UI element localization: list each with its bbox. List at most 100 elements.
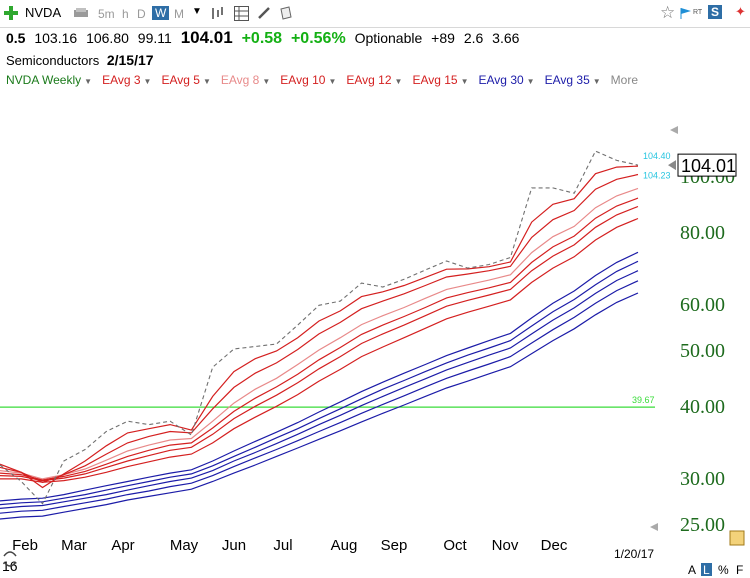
chevron-down-icon: ▼ — [143, 77, 152, 86]
quote-extra2: 2.6 — [463, 30, 484, 46]
scale-pct-toggle[interactable]: % — [718, 563, 729, 577]
scale-l-toggle[interactable]: L — [703, 563, 710, 577]
notes-icon[interactable] — [279, 6, 293, 20]
chevron-down-icon: ▼ — [592, 77, 601, 86]
quote-last: 104.01 — [180, 28, 233, 47]
study-label: NVDA Weekly — [6, 73, 82, 87]
quote-low: 99.11 — [137, 30, 172, 46]
quote-open: 103.16 — [34, 30, 78, 46]
x-tick-label: May — [170, 537, 199, 554]
chevron-down-icon: ▼ — [394, 77, 403, 86]
x-tick-label: Dec — [541, 537, 568, 554]
study-label: EAvg 30 — [478, 73, 524, 87]
sector-name: Semiconductors — [6, 53, 100, 68]
study-item-eavg-10[interactable]: EAvg 10 ▼ — [280, 73, 336, 87]
scale-log-toggle-bg[interactable] — [701, 563, 712, 576]
study-label: EAvg 10 — [280, 73, 326, 87]
series-line-5 — [0, 217, 639, 483]
toolbar: NVDA 5m h D W M ▼ ☆ RT S ✦ — [0, 0, 750, 28]
scroll-up-icon[interactable] — [670, 126, 678, 134]
interval-d[interactable]: D — [137, 7, 146, 21]
series-line-7 — [0, 260, 639, 506]
x-tick-label: Nov — [492, 537, 519, 554]
add-symbol-icon[interactable] — [4, 6, 18, 20]
chevron-down-icon: ▼ — [460, 77, 469, 86]
quote-prev-change: 0.5 — [6, 30, 26, 46]
s-badge-icon[interactable]: S — [708, 5, 723, 19]
quote-change: +0.58 — [241, 30, 283, 47]
study-label: EAvg 5 — [161, 73, 200, 87]
study-label: More — [610, 73, 639, 87]
edit-note-icon[interactable] — [729, 530, 745, 546]
sector-row: Semiconductors 2/15/17 — [6, 52, 154, 68]
y-tick-label: 40.00 — [680, 396, 725, 418]
chevron-down-icon: ▼ — [328, 77, 337, 86]
study-label: EAvg 35 — [544, 73, 590, 87]
study-item-nvda-weekly[interactable]: NVDA Weekly ▼ — [6, 73, 92, 87]
date-label: 1/20/17 — [614, 547, 654, 561]
series-line-8 — [0, 270, 639, 509]
x-tick-label: Sep — [381, 537, 408, 554]
lower-tag-label: 104.23 — [643, 171, 671, 181]
last-price-label: 104.01 — [681, 156, 736, 176]
y-tick-label: 30.00 — [680, 468, 725, 490]
series-line-1 — [0, 173, 639, 483]
chevron-down-icon: ▼ — [202, 77, 211, 86]
series-line-10 — [0, 292, 639, 520]
interval-h[interactable]: h — [122, 7, 129, 21]
quote-high: 106.80 — [86, 30, 129, 46]
interval-dropdown-icon[interactable]: ▼ — [192, 6, 202, 17]
support-line-label: 39.67 — [632, 395, 655, 405]
alert-flag-icon[interactable] — [680, 7, 692, 19]
quote-change-pct: +0.56% — [290, 30, 346, 47]
chart-type-icon[interactable] — [210, 7, 224, 20]
quote-row: 0.5 103.16 106.80 99.11 104.01 +0.58 +0.… — [6, 28, 524, 50]
x-tick-label: Apr — [111, 537, 134, 554]
scroll-down-icon[interactable] — [650, 523, 658, 531]
refresh-icon[interactable] — [3, 551, 17, 567]
quote-extra1: +89 — [431, 30, 455, 46]
symbol-label[interactable]: NVDA — [25, 5, 62, 20]
study-item-eavg-8[interactable]: EAvg 8 ▼ — [221, 73, 270, 87]
study-item-eavg-35[interactable]: EAvg 35 ▼ — [545, 73, 601, 87]
star-icon[interactable]: ☆ — [660, 3, 676, 22]
series-line-2 — [0, 187, 639, 480]
interval-w[interactable]: W — [152, 6, 170, 20]
x-tick-label: Jun — [222, 537, 246, 554]
quote-optionable: Optionable — [354, 30, 423, 46]
scale-a-toggle[interactable]: A — [688, 563, 696, 577]
series-line-0 — [0, 165, 639, 489]
series-line-3 — [0, 197, 639, 481]
series-line-6 — [0, 251, 639, 502]
upper-tag-label: 104.40 — [643, 151, 671, 161]
study-label: EAvg 12 — [346, 73, 392, 87]
study-item-more[interactable]: More — [611, 73, 638, 87]
user-icon[interactable]: ✦ — [735, 4, 746, 19]
studies-grid-icon[interactable] — [234, 6, 249, 21]
x-tick-label: Jul — [273, 537, 292, 554]
study-label: EAvg 3 — [102, 73, 141, 87]
chevron-down-icon: ▼ — [526, 77, 535, 86]
y-tick-label: 80.00 — [680, 222, 725, 244]
study-item-eavg-3[interactable]: EAvg 3 ▼ — [102, 73, 151, 87]
last-price-arrow-icon — [668, 160, 676, 171]
sector-date: 2/15/17 — [106, 52, 154, 68]
study-item-eavg-12[interactable]: EAvg 12 ▼ — [346, 73, 402, 87]
link-icon[interactable] — [74, 7, 88, 19]
interval-5m[interactable]: 5m — [98, 7, 115, 21]
interval-m[interactable]: M — [174, 7, 184, 21]
x-tick-label: Mar — [61, 537, 87, 554]
study-item-eavg-15[interactable]: EAvg 15 ▼ — [412, 73, 468, 87]
x-tick-label: Oct — [443, 537, 467, 554]
x-tick-label: Feb — [12, 537, 38, 554]
price-series-line — [0, 150, 639, 505]
drawing-pencil-icon[interactable] — [257, 6, 271, 20]
study-item-eavg-30[interactable]: EAvg 30 ▼ — [479, 73, 535, 87]
scale-f-toggle[interactable]: F — [736, 563, 743, 577]
study-item-eavg-5[interactable]: EAvg 5 ▼ — [161, 73, 210, 87]
study-label: EAvg 15 — [412, 73, 458, 87]
study-label: EAvg 8 — [220, 73, 260, 87]
chevron-down-icon: ▼ — [84, 77, 93, 86]
series-line-9 — [0, 280, 639, 514]
rt-badge: RT — [693, 9, 703, 16]
